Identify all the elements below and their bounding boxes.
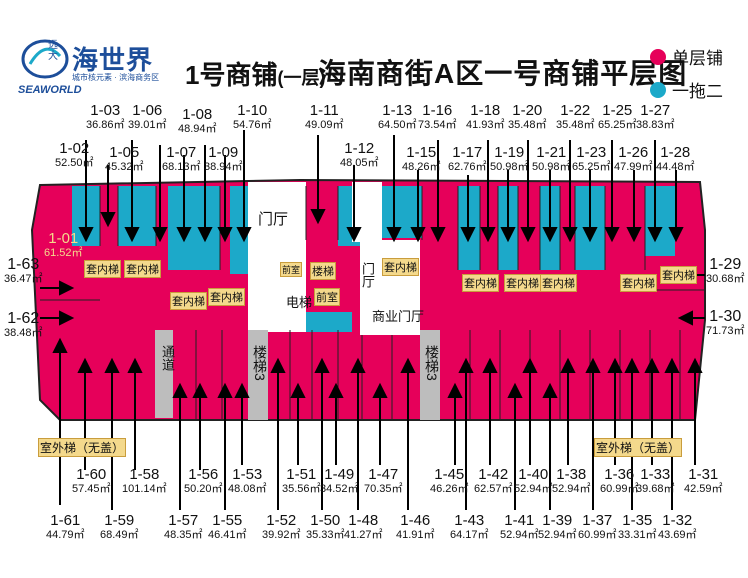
outdoor-stair-left: 室外梯（无盖）: [38, 438, 127, 457]
inner-lift-4: 套内梯: [208, 288, 245, 306]
unit-1-40: 1-40 52.94㎡: [514, 466, 553, 495]
unit-1-51: 1-51 35.56㎡: [282, 466, 321, 495]
unit-1-23: 1-23 65.25㎡: [572, 144, 611, 173]
inner-lift-8: 套内梯: [540, 274, 577, 292]
unit-1-41: 1-41 52.94㎡: [500, 512, 539, 541]
unit-1-05: 1-05 45.32㎡: [105, 144, 144, 173]
unit-1-09: 1-09 38.94㎡: [204, 144, 243, 173]
unit-1-20: 1-20 35.48㎡: [508, 102, 547, 131]
legend-double: 一拖二: [650, 77, 723, 102]
unit-1-52: 1-52 39.92㎡: [262, 512, 301, 541]
hall2-label: 门厅: [360, 262, 375, 288]
stairs-left-label: 楼梯3: [252, 345, 268, 381]
unit-1-62: 1-62 38.48㎡: [4, 310, 43, 340]
logo-small: 远大: [48, 40, 58, 62]
legend-double-dot-icon: [650, 81, 666, 98]
unit-1-47: 1-47 70.35㎡: [364, 466, 403, 495]
unit-1-10: 1-10 54.76㎡: [233, 102, 272, 131]
unit-1-27: 1-27 38.83㎡: [636, 102, 675, 131]
unit-1-08: 1-08 48.94㎡: [178, 106, 217, 135]
hall-area: [248, 182, 306, 332]
unit-1-46: 1-46 41.91㎡: [396, 512, 435, 541]
commercial-hall-label: 商业门厅: [372, 309, 425, 324]
logo-subtitle: 城市核元素 · 滨海商务区: [72, 73, 160, 82]
logo-name: 海世界: [72, 45, 154, 75]
inner-lift-9: 套内梯: [620, 274, 657, 292]
unit-1-30: 1-30 71.73㎡: [706, 308, 745, 338]
unit-1-01: 1-01 61.52㎡: [44, 230, 83, 259]
stair-label: 楼梯: [310, 262, 336, 280]
unit-1-02: 1-02 52.50㎡: [55, 140, 94, 169]
stairs-right-block: [420, 330, 440, 420]
unit-1-53: 1-53 48.08㎡: [228, 466, 267, 495]
unit-1-42: 1-42 62.57㎡: [474, 466, 513, 495]
inner-lift-7: 套内梯: [504, 274, 541, 292]
unit-1-38: 1-38 52.94㎡: [552, 466, 591, 495]
inner-lift-2: 套内梯: [124, 260, 161, 278]
unit-1-33: 1-33 39.68㎡: [636, 466, 675, 495]
unit-1-31: 1-31 42.59㎡: [684, 466, 723, 495]
unit-1-15: 1-15 48.26㎡: [402, 144, 441, 173]
front-label: 前室: [280, 262, 303, 277]
passage-label: 通道: [160, 345, 175, 371]
unit-1-49: 1-49 34.52㎡: [320, 466, 359, 495]
hall-label: 门厅: [258, 211, 289, 228]
unit-1-55: 1-55 46.41㎡: [208, 512, 247, 541]
inner-lift-1: 套内梯: [84, 260, 121, 278]
unit-1-26: 1-26 47.99㎡: [614, 144, 653, 173]
unit-1-19: 1-19 50.98㎡: [490, 144, 529, 173]
unit-1-60: 1-60 57.45㎡: [72, 466, 111, 495]
unit-1-35: 1-35 33.31㎡: [618, 512, 657, 541]
unit-1-06: 1-06 39.01㎡: [128, 102, 167, 131]
unit-1-59: 1-59 68.49㎡: [100, 512, 139, 541]
unit-1-32: 1-32 43.69㎡: [658, 512, 697, 541]
inner-lift-6: 套内梯: [462, 274, 499, 292]
building-title: 1号商铺(一层): [185, 60, 326, 90]
unit-1-16: 1-16 73.54㎡: [418, 102, 457, 131]
unit-1-07: 1-07 68.13㎡: [162, 144, 201, 173]
legend-single-dot-icon: [650, 48, 666, 65]
unit-1-39: 1-39 52.94㎡: [538, 512, 577, 541]
unit-1-45: 1-45 46.26㎡: [430, 466, 469, 495]
unit-1-48: 1-48 41.27㎡: [344, 512, 383, 541]
legend: 单层铺 一拖二: [650, 44, 723, 102]
inner-lift-5: 套内梯: [382, 258, 419, 276]
unit-1-50: 1-50 35.33㎡: [306, 512, 345, 541]
unit-1-63: 1-63 36.47㎡: [4, 256, 43, 286]
logo-emblem-icon: [21, 39, 69, 79]
unit-1-43: 1-43 64.17㎡: [450, 512, 489, 541]
unit-1-61: 1-61 44.79㎡: [46, 512, 85, 541]
logo-en: SEAWORLD: [18, 84, 82, 96]
unit-1-03: 1-03 36.86㎡: [86, 102, 125, 131]
inner-lift-3: 套内梯: [170, 292, 207, 310]
unit-1-58: 1-58 101.14㎡: [122, 466, 167, 495]
page-title: 海南商街A区一号商铺平层图: [318, 58, 688, 89]
unit-1-37: 1-37 60.99㎡: [578, 512, 617, 541]
unit-1-18: 1-18 41.93㎡: [466, 102, 505, 131]
passage-block: [155, 330, 173, 418]
unit-1-25: 1-25 65.25㎡: [598, 102, 637, 131]
unit-1-36: 1-36 60.99㎡: [600, 466, 639, 495]
stairs-left-block: [248, 330, 268, 420]
unit-1-57: 1-57 48.35㎡: [164, 512, 203, 541]
legend-single: 单层铺: [650, 44, 723, 69]
unit-1-11: 1-11 49.09㎡: [305, 102, 344, 131]
unit-1-12: 1-12 48.05㎡: [340, 140, 379, 169]
unit-1-17: 1-17 62.76㎡: [448, 144, 487, 173]
unit-1-22: 1-22 35.48㎡: [556, 102, 595, 131]
unit-1-13: 1-13 64.50㎡: [378, 102, 417, 131]
commercial-hall-area: [360, 240, 420, 335]
unit-1-28: 1-28 44.48㎡: [656, 144, 695, 173]
bottom-arrows: [52, 337, 703, 510]
front2-label: 前室: [314, 288, 340, 306]
inner-lift-10: 套内梯: [660, 266, 697, 284]
lift-label: 电梯: [286, 295, 313, 310]
unit-1-21: 1-21 50.98㎡: [532, 144, 571, 173]
stairs-right-label: 楼梯3: [424, 345, 440, 381]
top-arrows: [78, 130, 684, 243]
unit-1-29: 1-29 30.68㎡: [706, 256, 745, 286]
unit-1-56: 1-56 50.20㎡: [184, 466, 223, 495]
outdoor-stair-right: 室外梯（无盖）: [594, 438, 683, 457]
